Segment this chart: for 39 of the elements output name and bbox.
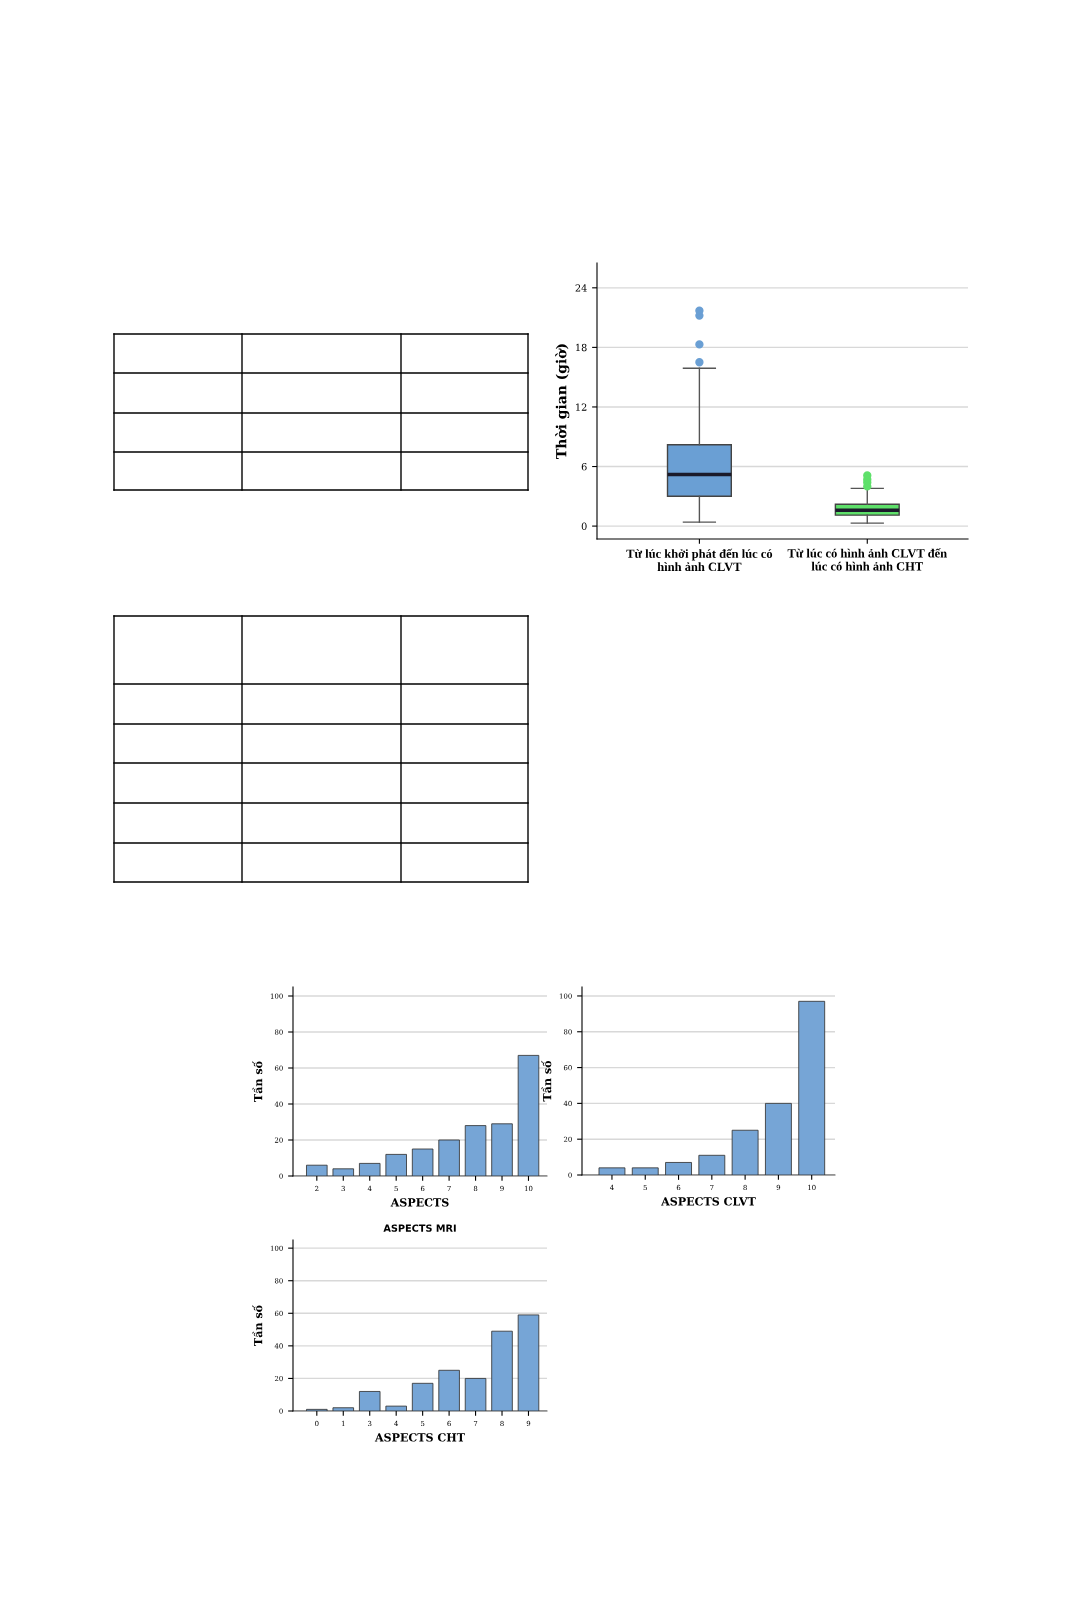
bar — [731, 1129, 759, 1175]
bar — [358, 1391, 381, 1411]
y-axis-title: Tần số — [541, 1060, 552, 1102]
bar — [491, 1123, 513, 1176]
bar — [598, 1167, 626, 1175]
bar — [358, 1162, 381, 1176]
bar — [385, 1405, 407, 1411]
y-axis-title: Tần số — [252, 1305, 263, 1346]
y-tick-label: 12 — [576, 403, 587, 411]
x-axis-title: ASPECTS — [390, 1198, 449, 1207]
x-tick-label: Từ lúc có hình ảnh CLVT đến lúc có hình ảnh CHT — [787, 548, 947, 571]
y-tick-label: 6 — [581, 463, 587, 471]
bar — [464, 1378, 487, 1411]
bar — [464, 1125, 487, 1176]
bar — [698, 1154, 726, 1175]
bar — [332, 1168, 355, 1176]
bar — [665, 1162, 692, 1175]
bar — [306, 1164, 328, 1176]
bar — [798, 1000, 826, 1175]
bar — [438, 1139, 460, 1176]
bar — [438, 1369, 460, 1411]
x-tick-label: Từ lúc khởi phát đến lúc có hình ảnh CLVT — [626, 548, 773, 572]
bar — [631, 1167, 659, 1175]
bar — [411, 1382, 434, 1411]
y-tick-label: 24 — [575, 284, 587, 292]
x-axis-title: ASPECTS CHT — [374, 1433, 465, 1442]
bar — [517, 1314, 540, 1411]
bar — [491, 1330, 513, 1411]
bar — [765, 1102, 792, 1175]
bar — [517, 1054, 540, 1176]
x-axis-title: ASPECTS CLVT — [661, 1197, 756, 1206]
bar — [332, 1407, 355, 1411]
bar — [385, 1153, 407, 1176]
y-axis-title: Thời gian (giờ) — [555, 344, 570, 459]
y-axis-title: Tần số — [252, 1061, 263, 1102]
y-tick-label: 18 — [576, 343, 587, 352]
chart-title: ASPECTS MRI — [383, 1224, 456, 1232]
y-tick-label: 0 — [581, 522, 587, 530]
bar — [411, 1148, 434, 1176]
